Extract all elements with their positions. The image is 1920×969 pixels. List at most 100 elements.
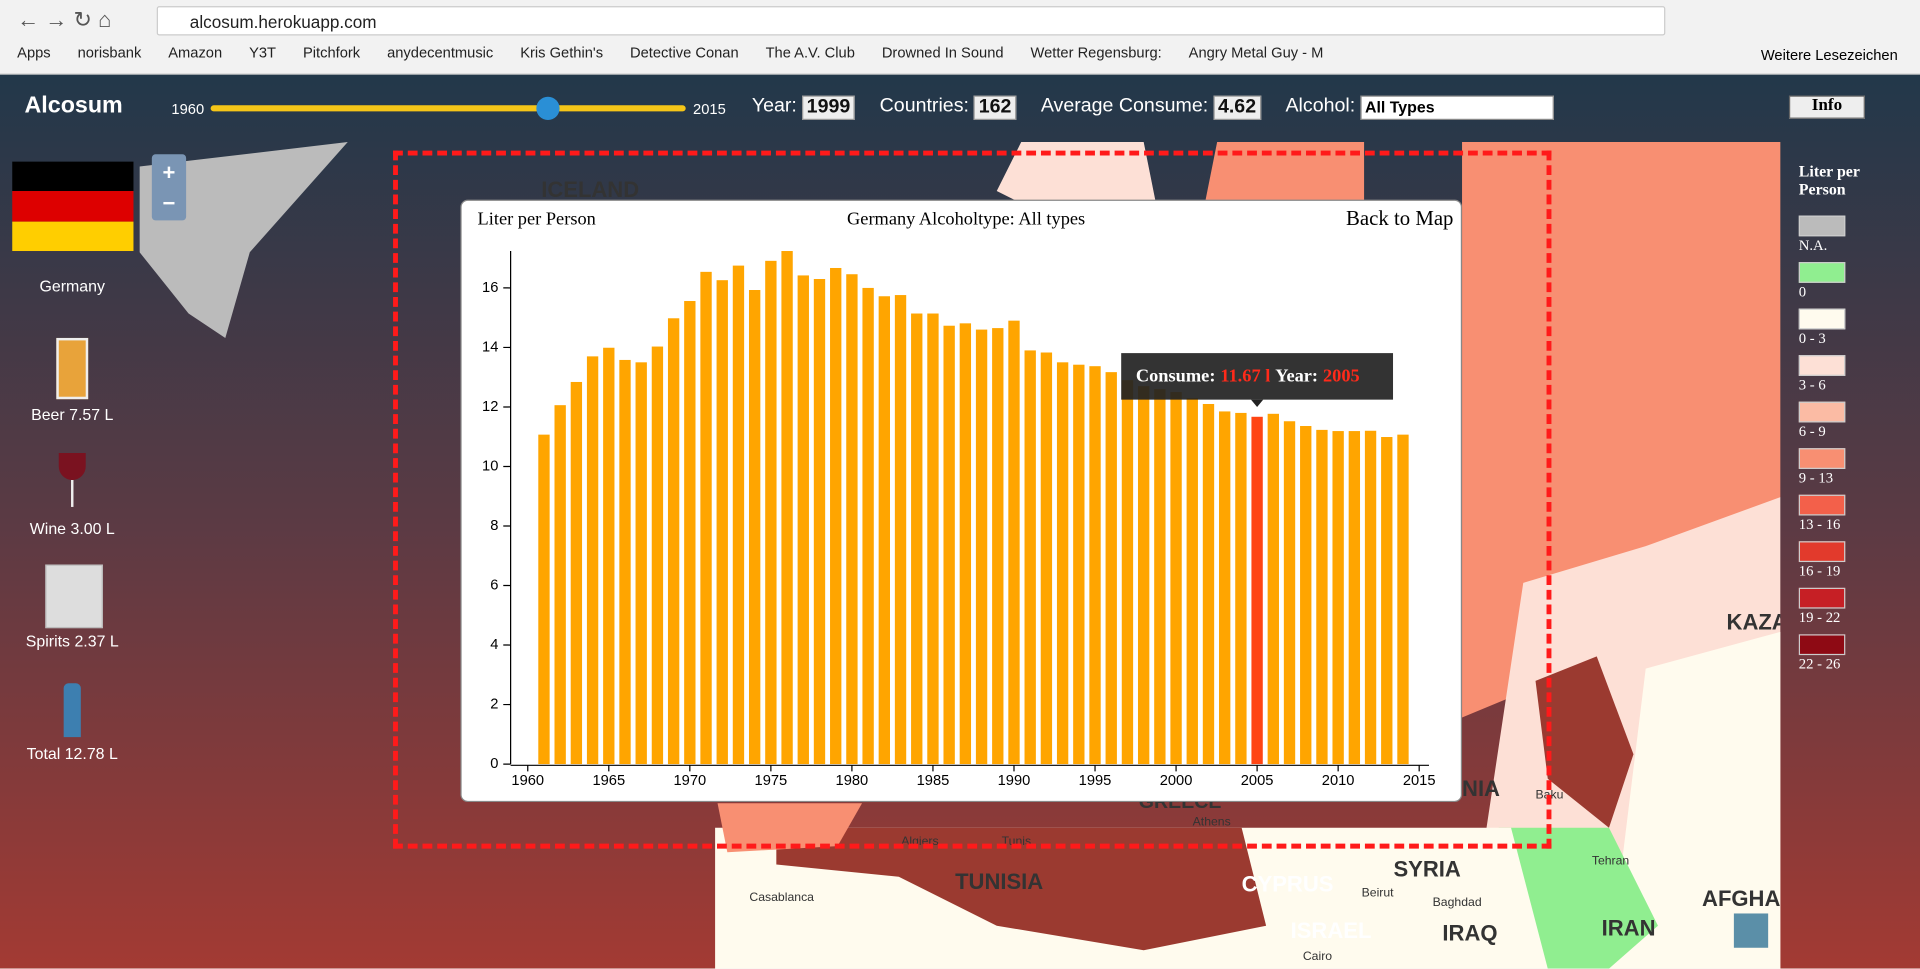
bar[interactable]: [1137, 386, 1150, 765]
bar[interactable]: [538, 434, 550, 765]
legend-swatch: [1798, 494, 1846, 516]
bar[interactable]: [586, 356, 599, 765]
tooltip-year-label: Year:: [1275, 366, 1318, 386]
bar[interactable]: [830, 267, 842, 765]
bar[interactable]: [619, 359, 631, 765]
bar[interactable]: [894, 295, 907, 765]
bar[interactable]: [992, 328, 1004, 765]
bar[interactable]: [651, 346, 664, 765]
wine-amount: Wine 3.00 L: [29, 519, 115, 538]
year-slider[interactable]: [210, 105, 686, 112]
bar[interactable]: [570, 381, 583, 765]
bookmark[interactable]: Amazon: [168, 44, 223, 62]
bar[interactable]: [878, 296, 890, 765]
map-info-button[interactable]: [1733, 913, 1769, 948]
bookmark[interactable]: Wetter Regensburg:: [1030, 44, 1162, 62]
bar[interactable]: [1364, 430, 1377, 765]
alcohol-select[interactable]: All Types: [1360, 95, 1554, 121]
bar[interactable]: [732, 265, 745, 765]
bar[interactable]: [1121, 380, 1134, 765]
bar[interactable]: [1056, 362, 1069, 765]
bar[interactable]: [797, 275, 809, 765]
bar[interactable]: [927, 313, 939, 765]
map: ICELAND TUNISIA CYPRUS SYRIA ISRAEL IRAQ…: [139, 142, 1780, 969]
average-value: 4.62: [1213, 95, 1261, 121]
y-tick-label: 0: [490, 756, 498, 772]
bookmark[interactable]: Kris Gethin's: [520, 44, 604, 62]
bar[interactable]: [1202, 403, 1215, 765]
bar[interactable]: [1251, 416, 1263, 765]
nav-buttons[interactable]: ← → ↻ ⌂: [17, 7, 112, 32]
bar[interactable]: [1348, 431, 1361, 765]
legend-label: 0 - 3: [1798, 329, 1826, 347]
map-label: SYRIA: [1393, 857, 1460, 882]
bar[interactable]: [684, 301, 696, 765]
slider-handle[interactable]: [536, 96, 560, 121]
bookmark[interactable]: The A.V. Club: [765, 44, 855, 62]
map-label: ISRAEL: [1291, 918, 1372, 943]
bar[interactable]: [603, 347, 615, 765]
bar[interactable]: [1008, 320, 1020, 765]
bookmark[interactable]: Drowned In Sound: [881, 44, 1004, 62]
bar[interactable]: [813, 278, 826, 765]
bar[interactable]: [1186, 398, 1198, 765]
bookmark[interactable]: Detective Conan: [630, 44, 739, 62]
slider-max: 2015: [693, 100, 726, 118]
bar[interactable]: [765, 260, 777, 765]
y-tick-label: 8: [490, 518, 498, 534]
bar[interactable]: [1219, 411, 1231, 765]
bar[interactable]: [1170, 392, 1182, 765]
bar[interactable]: [1105, 372, 1117, 765]
legend-swatch: [1798, 541, 1846, 563]
zoom-control[interactable]: [151, 154, 187, 221]
bar[interactable]: [846, 274, 858, 765]
bookmark[interactable]: Y3T: [249, 44, 277, 62]
bar[interactable]: [911, 313, 923, 765]
legend-label: 6 - 9: [1798, 422, 1826, 440]
bar[interactable]: [1316, 429, 1328, 765]
legend-label: 19 - 22: [1798, 608, 1841, 626]
bar[interactable]: [781, 251, 793, 765]
bar[interactable]: [1283, 421, 1296, 765]
map-label: IRAN: [1602, 916, 1656, 941]
legend-item: 0: [1798, 262, 1872, 304]
legend-item: 6 - 9: [1798, 401, 1872, 444]
bookmark[interactable]: norisbank: [77, 44, 142, 62]
bar[interactable]: [1089, 366, 1101, 765]
bar[interactable]: [862, 287, 874, 765]
other-bookmarks[interactable]: Weitere Lesezeichen: [1760, 46, 1898, 64]
x-tick-label: 2010: [1322, 773, 1355, 789]
bookmark[interactable]: Pitchfork: [302, 44, 361, 62]
bar[interactable]: [1332, 431, 1344, 765]
bar[interactable]: [959, 323, 972, 765]
bar[interactable]: [716, 280, 728, 765]
bookmark[interactable]: Apps: [17, 44, 51, 62]
url-bar[interactable]: alcosum.herokuapp.com: [156, 6, 1666, 36]
bar[interactable]: [1300, 426, 1312, 765]
svg-text:−: −: [163, 191, 176, 216]
bar[interactable]: [1267, 413, 1279, 765]
svg-text:+: +: [163, 160, 176, 185]
bar[interactable]: [1381, 437, 1393, 765]
bar[interactable]: [1397, 434, 1409, 765]
bar[interactable]: [748, 290, 761, 765]
bar[interactable]: [1235, 412, 1247, 765]
x-tick-label: 2005: [1241, 773, 1274, 789]
bar[interactable]: [554, 405, 566, 765]
bookmark[interactable]: anydecentmusic: [387, 44, 494, 62]
info-button[interactable]: Info: [1788, 95, 1865, 119]
bar[interactable]: [1073, 364, 1085, 765]
bar[interactable]: [943, 325, 955, 765]
bar[interactable]: [975, 329, 988, 765]
legend-label: 22 - 26: [1798, 655, 1841, 673]
bar[interactable]: [700, 271, 712, 765]
legend-swatch: [1798, 308, 1846, 330]
bar[interactable]: [1154, 389, 1166, 765]
bar[interactable]: [635, 362, 647, 765]
bookmark[interactable]: Angry Metal Guy - M: [1188, 44, 1324, 62]
bar[interactable]: [667, 318, 680, 765]
bar[interactable]: [1024, 350, 1036, 765]
bar[interactable]: [1040, 352, 1053, 765]
back-to-map[interactable]: Back to Map: [1346, 206, 1453, 230]
